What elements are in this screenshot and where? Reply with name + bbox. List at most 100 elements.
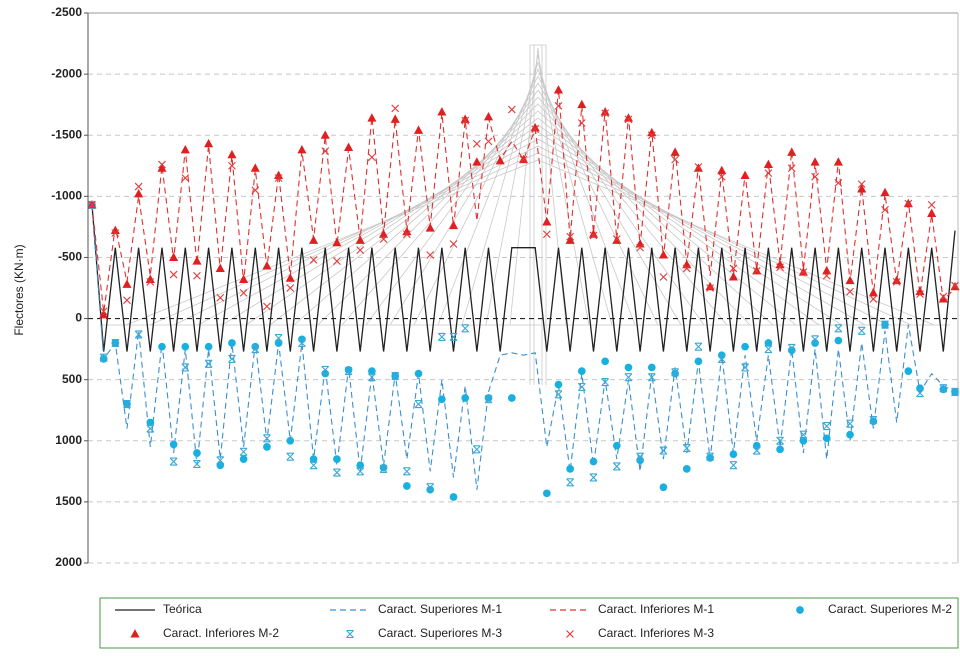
marker (460, 114, 470, 123)
marker (193, 459, 201, 469)
marker (367, 113, 377, 122)
y-tick-label: -1000 (51, 189, 82, 203)
marker (601, 378, 610, 387)
marker (554, 380, 563, 389)
cable (437, 68, 539, 326)
marker (402, 467, 411, 476)
marker (449, 240, 458, 248)
marker (635, 239, 645, 248)
cable (537, 96, 728, 326)
marker (729, 450, 738, 459)
marker (145, 274, 155, 283)
marker (833, 157, 843, 166)
marker (122, 279, 132, 288)
marker (682, 444, 691, 453)
marker (530, 122, 540, 132)
marker (263, 302, 271, 311)
marker (822, 271, 831, 280)
marker (263, 443, 271, 451)
cable (537, 89, 705, 326)
marker (624, 115, 633, 124)
marker (682, 465, 691, 473)
marker (332, 237, 342, 247)
marker (158, 160, 166, 169)
marker (227, 149, 237, 159)
marker (484, 395, 493, 404)
marker (356, 461, 365, 470)
marker (192, 256, 202, 265)
marker (368, 153, 376, 162)
series-line (91, 88, 956, 313)
marker (251, 345, 260, 354)
marker (146, 424, 155, 433)
marker (566, 478, 575, 487)
cable (537, 54, 590, 326)
marker (507, 394, 516, 402)
marker (834, 324, 843, 333)
cable (537, 124, 820, 326)
marker (834, 179, 843, 187)
marker (484, 137, 493, 146)
marker (892, 275, 902, 285)
marker (612, 462, 621, 471)
marker (624, 363, 633, 372)
legend-symbol (346, 629, 354, 639)
cable (537, 68, 636, 326)
marker (799, 430, 808, 439)
marker (717, 172, 726, 181)
marker (414, 400, 423, 409)
bridge-outline (100, 44, 950, 385)
marker (472, 139, 481, 148)
marker (402, 226, 412, 236)
marker (321, 147, 330, 155)
marker (647, 373, 656, 382)
marker (752, 446, 761, 455)
marker (881, 320, 889, 329)
marker (344, 367, 353, 376)
cable (293, 110, 539, 326)
marker (601, 109, 610, 118)
cable (341, 96, 539, 326)
marker (775, 259, 785, 269)
marker (565, 235, 575, 244)
legend-label: Caract. Inferiores M-1 (598, 602, 714, 616)
marker (810, 157, 820, 166)
legend-label: Teórica (163, 602, 202, 616)
marker (542, 217, 552, 226)
marker (822, 265, 832, 275)
marker (123, 296, 131, 305)
marker (134, 182, 143, 191)
marker (461, 394, 470, 402)
marker (799, 436, 808, 445)
marker (939, 384, 948, 393)
marker (356, 467, 365, 476)
cable (221, 131, 539, 326)
marker (741, 363, 749, 372)
marker (519, 155, 528, 164)
marker (169, 270, 178, 279)
marker (717, 165, 727, 175)
marker (822, 422, 831, 431)
marker (134, 188, 144, 198)
marker (740, 170, 750, 180)
marker (461, 116, 470, 125)
marker (904, 199, 913, 208)
marker (169, 457, 178, 466)
marker (437, 332, 446, 341)
marker (495, 155, 505, 165)
marker (845, 275, 855, 285)
marker (507, 105, 516, 114)
marker (857, 180, 866, 188)
marker (705, 281, 715, 291)
cable (317, 103, 539, 326)
marker (729, 264, 738, 273)
marker (589, 231, 598, 240)
marker (916, 389, 924, 398)
marker (717, 354, 726, 363)
marker (659, 273, 668, 281)
series-line (91, 204, 956, 352)
marker (589, 473, 598, 482)
marker (904, 367, 913, 375)
marker (111, 338, 120, 348)
